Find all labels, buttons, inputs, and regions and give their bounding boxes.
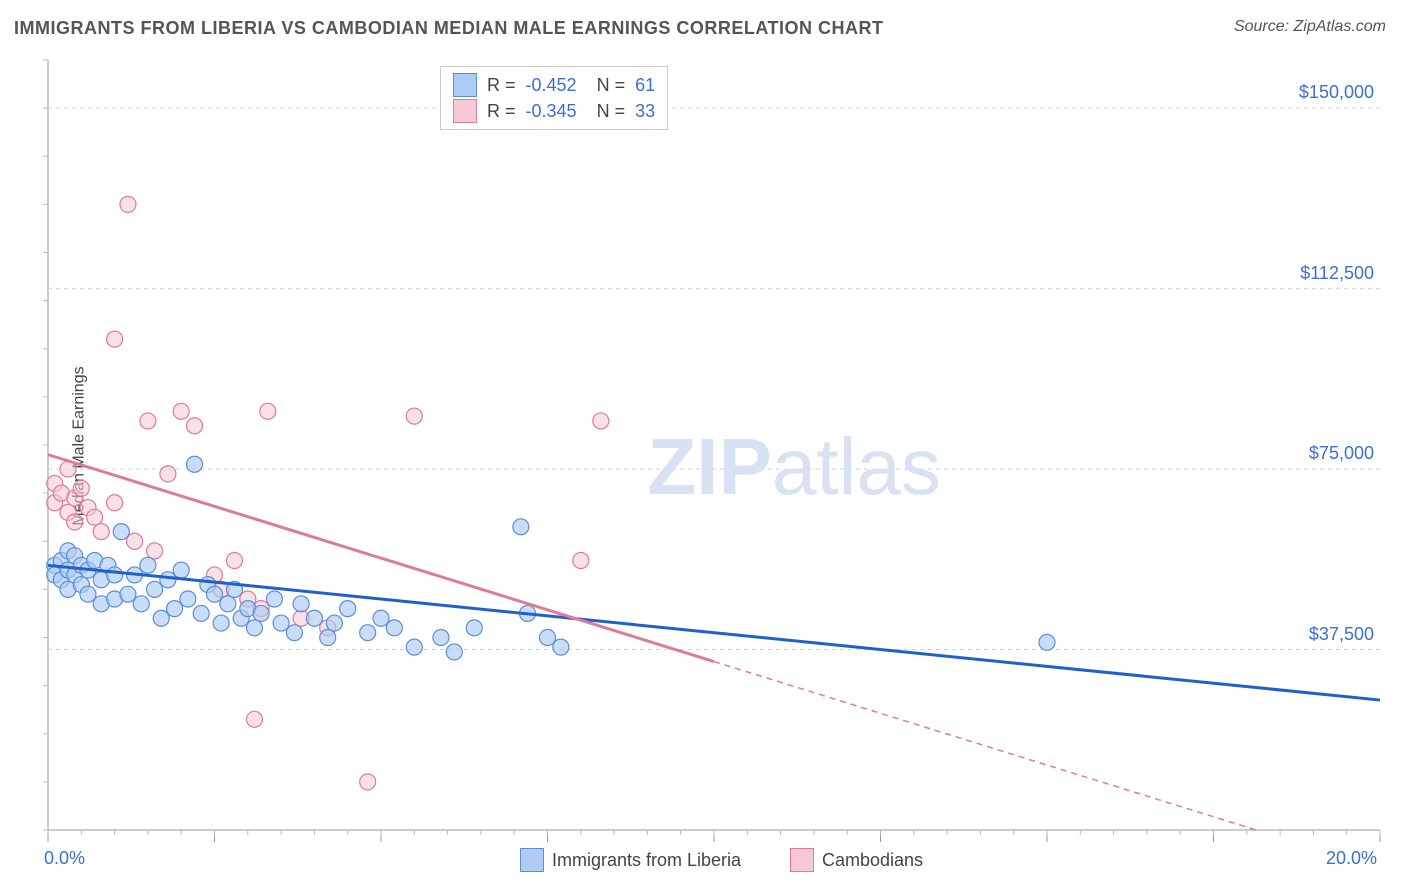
swatch-cambodia [790,848,814,872]
stats-legend-box: R = -0.452 N = 61 R = -0.345 N = 33 [440,66,668,130]
legend-label-liberia: Immigrants from Liberia [552,850,741,871]
stats-row-cambodia: R = -0.345 N = 33 [453,99,655,123]
legend-liberia: Immigrants from Liberia [520,848,741,872]
legend-cambodia: Cambodians [790,848,923,872]
stats-r-value-cambodia: -0.345 [526,101,577,122]
y-grid-label: $75,000 [1309,443,1374,464]
legend-label-cambodia: Cambodians [822,850,923,871]
swatch-cambodia [453,99,477,123]
y-grid-label: $112,500 [1300,263,1374,284]
stats-r-value-liberia: -0.452 [526,75,577,96]
stats-n-label: N = [587,75,626,96]
y-grid-label: $150,000 [1299,82,1374,103]
stats-r-label: R = [487,75,516,96]
correlation-chart [0,0,1406,892]
stats-r-label: R = [487,101,516,122]
x-axis-max-label: 20.0% [1326,848,1377,869]
y-grid-label: $37,500 [1309,624,1374,645]
stats-n-label: N = [587,101,626,122]
stats-n-value-cambodia: 33 [635,101,655,122]
stats-row-liberia: R = -0.452 N = 61 [453,73,655,97]
stats-n-value-liberia: 61 [635,75,655,96]
swatch-liberia [520,848,544,872]
x-axis-min-label: 0.0% [44,848,85,869]
swatch-liberia [453,73,477,97]
